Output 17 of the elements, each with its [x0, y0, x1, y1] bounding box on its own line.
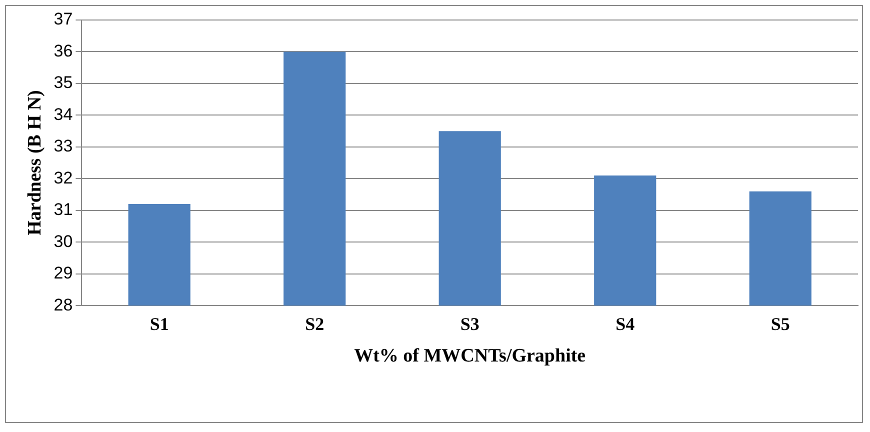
x-tick-label: S2 [305, 314, 324, 334]
x-tick-label: S3 [460, 314, 480, 334]
y-axis-title: Hardness (B H N) [24, 90, 46, 236]
x-tick-label: S5 [770, 314, 790, 334]
x-axis-title: Wt% of MWCNTs/Graphite [354, 346, 586, 367]
y-tick-label: 30 [54, 232, 73, 251]
y-tick-label: 35 [54, 73, 73, 92]
x-tick-label: S4 [616, 314, 635, 334]
y-tick-label: 34 [54, 104, 73, 124]
y-tick-label: 33 [54, 136, 73, 156]
x-tick-label: S1 [150, 314, 169, 334]
y-tick-label: 36 [54, 41, 73, 60]
y-tick-label: 31 [54, 200, 73, 220]
y-tick-label: 37 [54, 10, 73, 29]
y-tick-label: 29 [54, 264, 73, 283]
y-tick-label: 32 [54, 168, 73, 188]
y-tick-label: 28 [54, 295, 73, 314]
